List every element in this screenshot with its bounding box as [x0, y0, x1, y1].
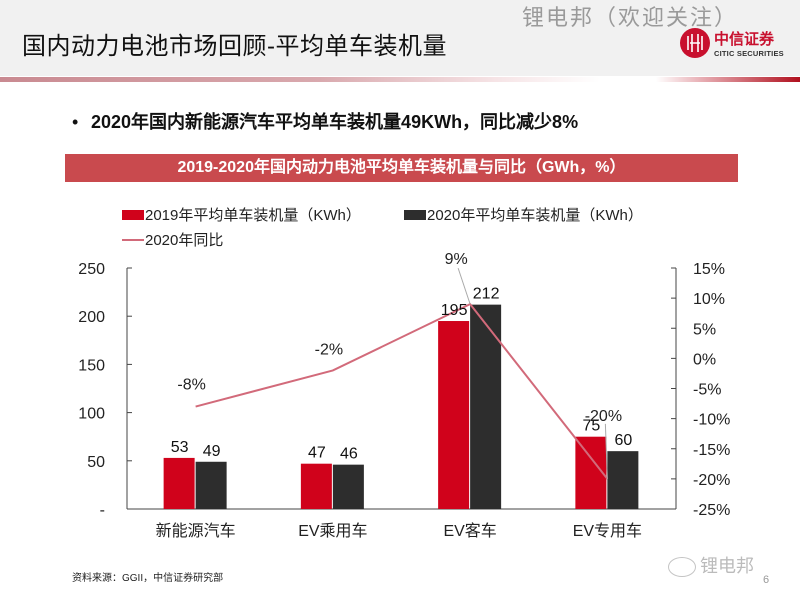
yoy-value-label: 9% — [445, 251, 468, 268]
right-axis-tick-label: 15% — [693, 261, 725, 278]
bar-value-label: 195 — [441, 302, 468, 319]
left-axis-tick-label: 150 — [78, 357, 105, 374]
bar-value-label: 47 — [308, 445, 326, 462]
chart-line — [195, 302, 609, 480]
header-bar — [0, 0, 800, 76]
watermark-text: 锂电邦（欢迎关注） — [522, 6, 739, 31]
left-axis-tick-label: 100 — [78, 406, 105, 423]
bar-2020 — [607, 451, 639, 509]
x-axis-category-label: EV客车 — [443, 522, 496, 540]
bullet-marker: • — [72, 112, 79, 132]
logo-en-text: CITIC SECURITIES — [714, 49, 784, 58]
logo-cn-text: 中信证券 — [714, 30, 775, 48]
bar-2019 — [575, 436, 607, 509]
x-axis-category-label: EV乘用车 — [298, 522, 367, 540]
right-axis-tick-label: -15% — [693, 442, 730, 459]
right-axis-tick-label: -5% — [693, 382, 721, 399]
legend-label-yoy: 2020年同比 — [145, 232, 224, 249]
right-axis-tick-label: 5% — [693, 321, 716, 338]
x-axis-category-label: 新能源汽车 — [156, 522, 236, 540]
source-note: 资料来源：GGII，中信证券研究部 — [72, 573, 224, 584]
chart-labels: 53 47 195 75 49 46 212 60 -8% -2% 9% -20% — [171, 251, 632, 479]
yoy-leader-line — [457, 267, 471, 305]
chart-title-banner: 2019-2020年国内动力电池平均单车装机量与同比（GWh，%） — [65, 154, 738, 182]
bar-value-label: 53 — [171, 439, 189, 456]
bullet-text: 2020年国内新能源汽车平均单车装机量49KWh，同比减少8% — [91, 112, 579, 132]
legend-swatch-2019 — [122, 209, 144, 220]
legend-item-yoy: 2020年同比 — [122, 229, 223, 250]
yoy-value-label: -8% — [177, 377, 205, 394]
bar-value-label: 212 — [473, 286, 500, 303]
yoy-leader-line — [604, 423, 608, 479]
bar-2019 — [163, 457, 195, 509]
legend-line-yoy — [122, 238, 144, 241]
bar-2020 — [195, 461, 227, 509]
footer-watermark: 锂电邦 — [668, 552, 754, 578]
left-axis-tick-label: 50 — [87, 454, 105, 471]
bar-2019 — [438, 321, 470, 509]
bar-value-label: 60 — [614, 432, 632, 449]
right-axis-tick-label: -25% — [693, 502, 730, 519]
right-axis-tick-label: 10% — [693, 291, 725, 308]
bar-2020 — [470, 304, 502, 509]
right-axis-tick-label: -10% — [693, 412, 730, 429]
legend-item-2020: 2020年平均单车装机量（KWh） — [404, 204, 643, 225]
legend-label-2019: 2019年平均单车装机量（KWh） — [145, 207, 361, 224]
yoy-value-label: -2% — [315, 341, 343, 358]
yoy-value-label: -20% — [585, 408, 622, 425]
bar-value-label: 46 — [340, 446, 358, 463]
page-title: 国内动力电池市场回顾-平均单车装机量 — [22, 33, 447, 60]
footer-watermark-text: 锂电邦 — [700, 556, 754, 577]
yoy-line — [195, 302, 609, 480]
chart-bars — [163, 304, 639, 509]
bar-2019 — [300, 463, 332, 509]
header-divider — [0, 77, 800, 82]
wechat-icon — [668, 557, 696, 577]
bar-value-label: 75 — [582, 418, 600, 435]
right-axis-tick-label: -20% — [693, 472, 730, 489]
citic-logo: 中信证券 CITIC SECURITIES — [680, 28, 790, 62]
right-axis-tick-label: 0% — [693, 351, 716, 368]
citic-logo-icon — [680, 28, 710, 58]
legend-item-2019: 2019年平均单车装机量（KWh） — [122, 204, 361, 225]
bullet-point: • 2020年国内新能源汽车平均单车装机量49KWh，同比减少8% — [72, 108, 578, 134]
left-axis-tick-label: 200 — [78, 309, 105, 326]
legend-swatch-2020 — [404, 209, 426, 220]
left-axis-tick-label: - — [100, 502, 105, 519]
bar-2020 — [332, 464, 364, 509]
page-number: 6 — [763, 574, 770, 586]
left-axis-tick-label: 250 — [78, 261, 105, 278]
bar-value-label: 49 — [203, 443, 221, 460]
legend-label-2020: 2020年平均单车装机量（KWh） — [427, 207, 643, 224]
x-axis-category-label: EV专用车 — [573, 522, 642, 540]
